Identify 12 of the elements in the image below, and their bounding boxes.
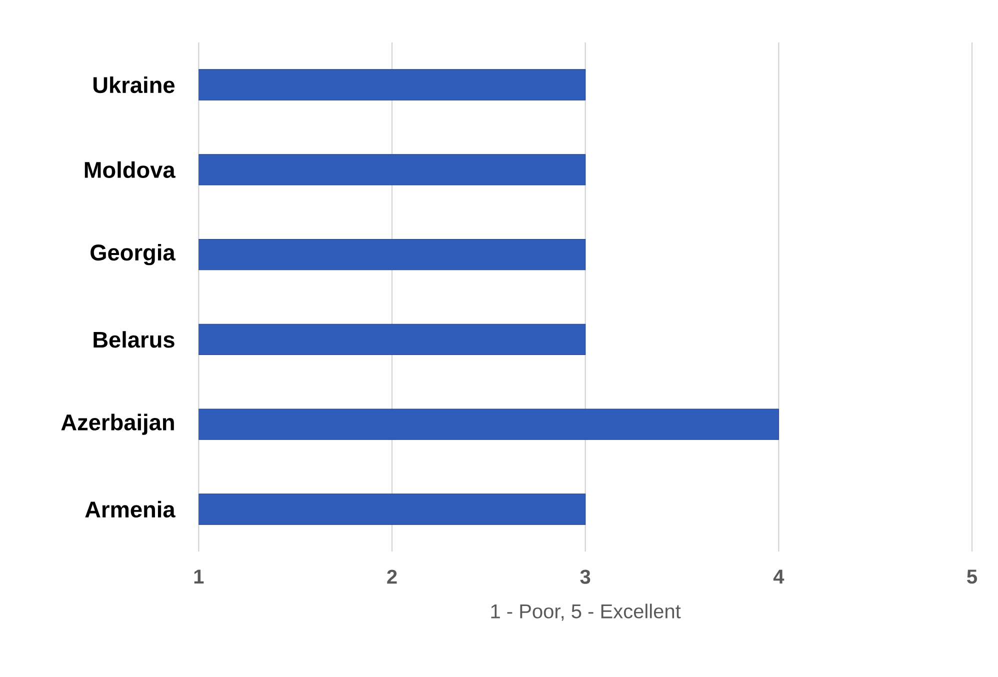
x-tick-label: 1 bbox=[194, 570, 204, 584]
x-tick-label: 3 bbox=[580, 570, 590, 584]
y-tick-label: Georgia bbox=[90, 244, 176, 266]
y-tick-label: Moldova bbox=[84, 161, 176, 178]
y-tick-label: Ukraine bbox=[94, 76, 175, 94]
x-tick-label: 2 bbox=[387, 570, 397, 584]
x-tick-label: 4 bbox=[773, 570, 784, 584]
x-tick-label: 5 bbox=[967, 570, 978, 584]
y-tick-label: Belarus bbox=[94, 331, 174, 348]
y-tick-label: Azerbaijan bbox=[61, 414, 174, 435]
x-axis-title: 1 - Poor, 5 - Excellent bbox=[491, 604, 681, 621]
y-tick-label: Armenia bbox=[85, 500, 176, 518]
